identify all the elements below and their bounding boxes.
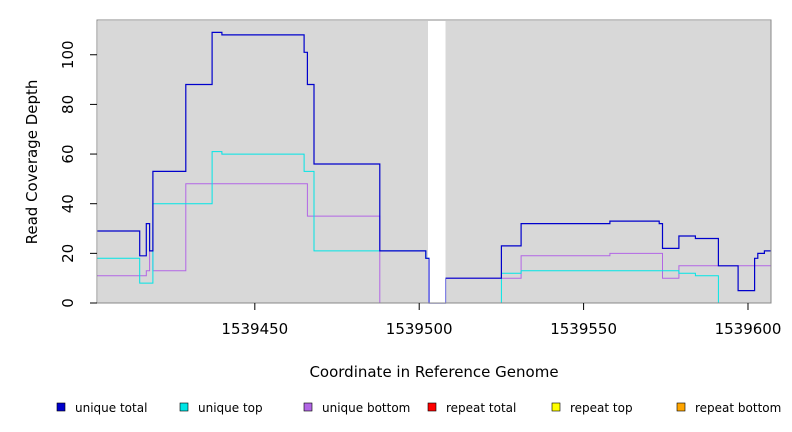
plot-background-left xyxy=(98,21,428,303)
x-tick-label: 1539500 xyxy=(386,320,453,338)
x-tick-label: 1539550 xyxy=(550,320,617,338)
x-tick-label: 1539600 xyxy=(715,320,782,338)
plot-frame xyxy=(96,19,772,304)
legend-item-repeat-bottom: repeat bottom xyxy=(676,401,781,415)
legend-item-repeat-top: repeat top xyxy=(551,401,633,415)
legend-swatch xyxy=(676,402,686,412)
y-tick-label: 100 xyxy=(59,40,77,69)
legend-swatch xyxy=(551,402,561,412)
y-tick-label: 20 xyxy=(59,244,77,263)
legend: unique total unique top unique bottom repea… xyxy=(56,401,781,415)
legend-label: repeat bottom xyxy=(695,401,781,415)
legend-label: repeat total xyxy=(446,401,516,415)
x-tick-label: 1539450 xyxy=(221,320,288,338)
x-axis-title: Coordinate in Reference Genome xyxy=(309,363,558,381)
y-tick-label: 80 xyxy=(59,95,77,114)
legend-label: unique total xyxy=(75,401,147,415)
legend-label: repeat top xyxy=(570,401,633,415)
legend-item-repeat-total: repeat total xyxy=(427,401,516,415)
gap-region xyxy=(429,21,446,303)
legend-item-unique-bottom: unique bottom xyxy=(303,401,410,415)
legend-swatch xyxy=(427,402,437,412)
legend-swatch xyxy=(179,402,189,412)
legend-swatch xyxy=(56,402,66,412)
legend-label: unique bottom xyxy=(322,401,410,415)
axis-layer: 1539450 1539500 1539550 1539600 0 20 40 60 80 100 xyxy=(59,40,781,338)
legend-item-unique-total: unique total xyxy=(56,401,147,415)
y-axis-title: Read Coverage Depth xyxy=(23,80,41,245)
legend-swatch xyxy=(303,402,313,412)
legend-item-unique-top: unique top xyxy=(179,401,263,415)
y-tick-label: 0 xyxy=(59,298,77,308)
y-tick-label: 60 xyxy=(59,145,77,164)
legend-label: unique top xyxy=(198,401,263,415)
plot-background-right xyxy=(444,21,771,303)
y-tick-label: 40 xyxy=(59,194,77,213)
